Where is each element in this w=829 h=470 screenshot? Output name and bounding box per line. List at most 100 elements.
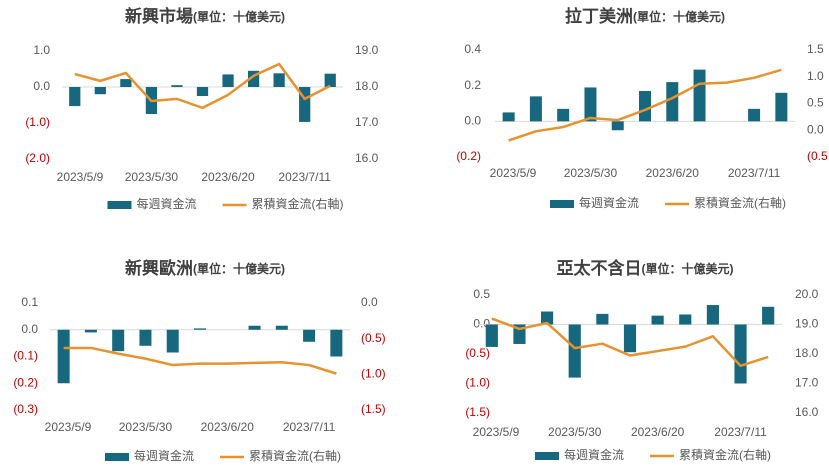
title-unit: (單位：十億美元) — [642, 261, 734, 276]
x-tick-label: 2023/7/11 — [283, 420, 336, 434]
chart-title: 新興歐洲(單位：十億美元) — [125, 258, 285, 278]
title-main: 新興市場 — [125, 6, 193, 26]
bar — [651, 315, 664, 325]
legend-label: 累積資金流(右軸) — [249, 448, 341, 463]
legend-label: 每週資金流 — [137, 196, 197, 211]
x-tick-label: 2023/6/20 — [201, 420, 255, 434]
y2ticks-label: 1.0 — [807, 69, 824, 83]
bar — [666, 82, 679, 122]
legend-label: 累積資金流(右軸) — [252, 196, 344, 211]
y2ticks-label: 17.0 — [355, 115, 379, 129]
y2ticks-label: 16.0 — [355, 151, 379, 165]
title-main: 新興歐洲 — [125, 258, 193, 278]
bar — [330, 329, 343, 357]
line — [63, 346, 337, 375]
bar — [324, 73, 336, 87]
yticks-label: (1.0) — [25, 115, 50, 129]
bar — [112, 329, 125, 352]
legend-swatch — [535, 452, 559, 460]
y2ticks-label: 17.0 — [795, 376, 819, 390]
yticks-label: 0.0 — [464, 114, 481, 128]
bar — [247, 70, 260, 87]
bar — [611, 121, 624, 131]
x-tick-label: 2023/5/30 — [564, 166, 618, 180]
bar — [529, 96, 542, 122]
y2ticks-label: 20.0 — [795, 287, 819, 301]
legend-swatch — [550, 200, 574, 208]
x-tick-label: 2023/5/9 — [473, 425, 520, 439]
yticks-label: (0.3) — [13, 402, 38, 416]
bar — [94, 87, 106, 95]
legend-label: 每週資金流 — [564, 447, 624, 462]
yticks-label: 0.5 — [473, 287, 490, 301]
yticks-label: (0.2) — [13, 375, 38, 389]
bar — [139, 329, 152, 346]
bar — [693, 69, 706, 122]
legend-label: 累積資金流(右軸) — [694, 195, 786, 210]
bar — [57, 329, 70, 384]
bar — [679, 314, 692, 325]
title-main: 亞太不含日 — [557, 258, 642, 278]
x-tick-label: 2023/6/20 — [646, 166, 700, 180]
chart-title: 新興市場(單位：十億美元) — [125, 6, 285, 26]
bar — [623, 324, 637, 353]
bar — [557, 108, 570, 122]
yticks-label: (1.5) — [465, 405, 490, 419]
bar — [706, 305, 719, 325]
chart-title: 亞太不含日(單位：十億美元) — [557, 258, 734, 278]
bar — [541, 311, 554, 325]
bar — [568, 324, 581, 378]
bar — [775, 92, 788, 122]
x-tick-label: 2023/7/11 — [714, 425, 767, 439]
bar — [502, 112, 515, 122]
y2ticks-label: (1.0) — [361, 367, 386, 381]
x-tick-label: 2023/5/30 — [119, 420, 173, 434]
bar — [69, 87, 81, 107]
line — [508, 68, 782, 142]
y2ticks-label: 16.0 — [795, 405, 819, 419]
y2ticks-label: 19.0 — [355, 43, 379, 57]
bar — [299, 87, 311, 122]
bar — [194, 328, 206, 330]
bar — [596, 313, 609, 325]
bar — [84, 329, 97, 333]
line — [74, 62, 331, 110]
title-unit: (單位：十億美元) — [193, 9, 285, 24]
chart-title: 拉丁美洲(單位：十億美元) — [565, 6, 725, 26]
y2ticks-label: 0.0 — [361, 295, 378, 309]
y2ticks-label: 0.0 — [807, 122, 824, 136]
bar — [196, 87, 209, 96]
bar — [639, 91, 651, 122]
y2ticks-label: 18.0 — [355, 79, 379, 93]
y2ticks-label: 19.0 — [795, 317, 819, 331]
title-unit: (單位：十億美元) — [193, 261, 285, 276]
yticks-label: 0.2 — [464, 78, 481, 92]
bar — [248, 325, 261, 330]
legend-label: 每週資金流 — [579, 195, 639, 210]
bar — [762, 306, 775, 325]
x-tick-label: 2023/5/9 — [45, 420, 92, 434]
bar — [171, 85, 183, 87]
y2ticks-label: (0.5 — [807, 149, 828, 163]
yticks-label: (0.1) — [13, 349, 38, 363]
x-tick-label: 2023/7/11 — [278, 170, 331, 184]
y2ticks-label: 0.5 — [807, 96, 824, 110]
bar — [222, 74, 234, 87]
x-tick-label: 2023/5/9 — [490, 166, 537, 180]
bar — [748, 108, 761, 122]
yticks-label: 0.4 — [464, 42, 481, 56]
legend-swatch — [105, 453, 129, 461]
yticks-label: 0.0 — [21, 322, 38, 336]
title-unit: (單位：十億美元) — [633, 9, 725, 24]
x-tick-label: 2023/6/20 — [631, 425, 685, 439]
x-tick-label: 2023/5/9 — [57, 170, 104, 184]
line — [491, 317, 769, 368]
yticks-label: (2.0) — [25, 151, 50, 165]
yticks-label: 0.0 — [33, 79, 50, 93]
yticks-label: (0.5) — [465, 346, 490, 360]
yticks-label: (0.2) — [456, 149, 481, 163]
legend-label: 累積資金流(右軸) — [679, 447, 771, 462]
bar — [275, 325, 288, 330]
y2ticks-label: (0.5) — [361, 331, 386, 345]
